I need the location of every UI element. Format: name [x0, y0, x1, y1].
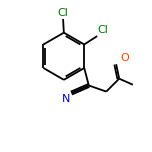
Text: Cl: Cl	[58, 8, 69, 18]
Text: O: O	[120, 54, 129, 64]
Text: N: N	[62, 94, 71, 104]
Text: Cl: Cl	[98, 25, 109, 35]
